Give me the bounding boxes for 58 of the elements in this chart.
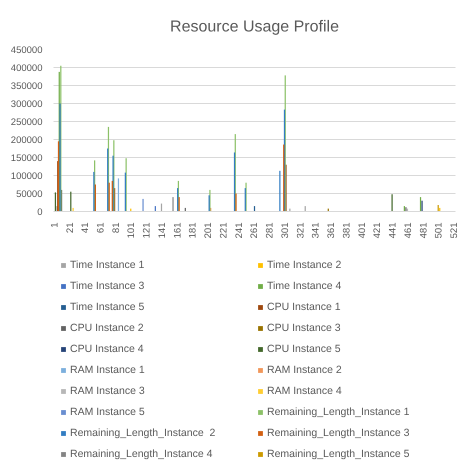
legend-label: CPU Instance 5 xyxy=(267,343,342,355)
x-tick-label: 161 xyxy=(172,222,184,238)
y-tick-label: 150000 xyxy=(10,153,42,164)
legend-label: Time Instance 3 xyxy=(70,280,146,292)
x-tick-label: 121 xyxy=(142,222,153,238)
x-tick-label: 81 xyxy=(110,222,122,234)
legend-label: RAM Instance 5 xyxy=(70,406,146,418)
legend-label: Remaining_Length_Instance 3 xyxy=(267,427,410,439)
x-tick-label: 321 xyxy=(295,222,306,238)
legend-label: RAM Instance 4 xyxy=(267,385,343,397)
legend-label: CPU Instance 4 xyxy=(70,343,145,355)
x-tick-label: 201 xyxy=(203,222,214,238)
y-tick-label: 200000 xyxy=(10,135,42,146)
legend-label: Time Instance 4 xyxy=(267,280,342,292)
x-tick-label: 361 xyxy=(326,222,338,238)
x-tick-label: 141 xyxy=(156,222,168,238)
x-tick-label: 261 xyxy=(249,222,260,238)
x-tick-label: 441 xyxy=(388,222,399,238)
legend-label: Time Instance 1 xyxy=(70,259,146,271)
legend-label: Remaining_Length_Instance 1 xyxy=(267,406,410,418)
y-tick-label: 350000 xyxy=(10,81,42,92)
legend-label: CPU Instance 3 xyxy=(267,322,342,334)
legend-label: Time Instance 5 xyxy=(70,301,146,313)
x-tick-label: 381 xyxy=(341,222,352,238)
x-tick-label: 41 xyxy=(80,222,92,234)
x-tick-label: 421 xyxy=(372,222,384,238)
legend-label: CPU Instance 2 xyxy=(70,322,145,334)
x-tick-label: 401 xyxy=(356,222,368,238)
x-tick-label: 241 xyxy=(234,222,245,238)
x-tick-label: 61 xyxy=(96,222,107,234)
y-tick-label: 50000 xyxy=(16,189,43,200)
y-tick-label: 100000 xyxy=(10,171,42,182)
legend-label: Time Instance 2 xyxy=(267,259,342,271)
legend-label: CPU Instance 1 xyxy=(267,301,342,313)
y-tick-label: 400000 xyxy=(10,63,42,74)
x-tick-label: 521 xyxy=(449,222,460,238)
x-tick-label: 281 xyxy=(264,222,276,238)
chart-title: Resource Usage Profile xyxy=(170,18,340,36)
legend-label: Remaining_Length_Instance 4 xyxy=(70,448,214,460)
x-tick-label: 481 xyxy=(418,222,430,238)
x-tick-label: 101 xyxy=(126,222,138,238)
x-tick-label: 181 xyxy=(188,222,199,238)
x-tick-label: 461 xyxy=(402,222,414,238)
legend-label: RAM Instance 3 xyxy=(70,385,146,397)
y-tick-label: 450000 xyxy=(10,45,42,56)
legend-label: RAM Instance 2 xyxy=(267,364,343,376)
y-tick-label: 0 xyxy=(37,207,43,218)
x-tick-label: 21 xyxy=(64,222,76,234)
x-tick-label: 1 xyxy=(49,222,60,228)
x-tick-label: 221 xyxy=(218,222,230,238)
y-tick-label: 250000 xyxy=(10,117,42,128)
y-tick-label: 300000 xyxy=(10,99,42,110)
x-tick-label: 501 xyxy=(434,222,445,238)
legend-label: RAM Instance 1 xyxy=(70,364,146,376)
legend-label: Remaining_Length_Instance 2 xyxy=(70,427,216,439)
x-tick-label: 341 xyxy=(310,222,322,238)
legend-label: Remaining_Length_Instance 5 xyxy=(267,448,410,460)
x-tick-label: 301 xyxy=(280,222,291,238)
